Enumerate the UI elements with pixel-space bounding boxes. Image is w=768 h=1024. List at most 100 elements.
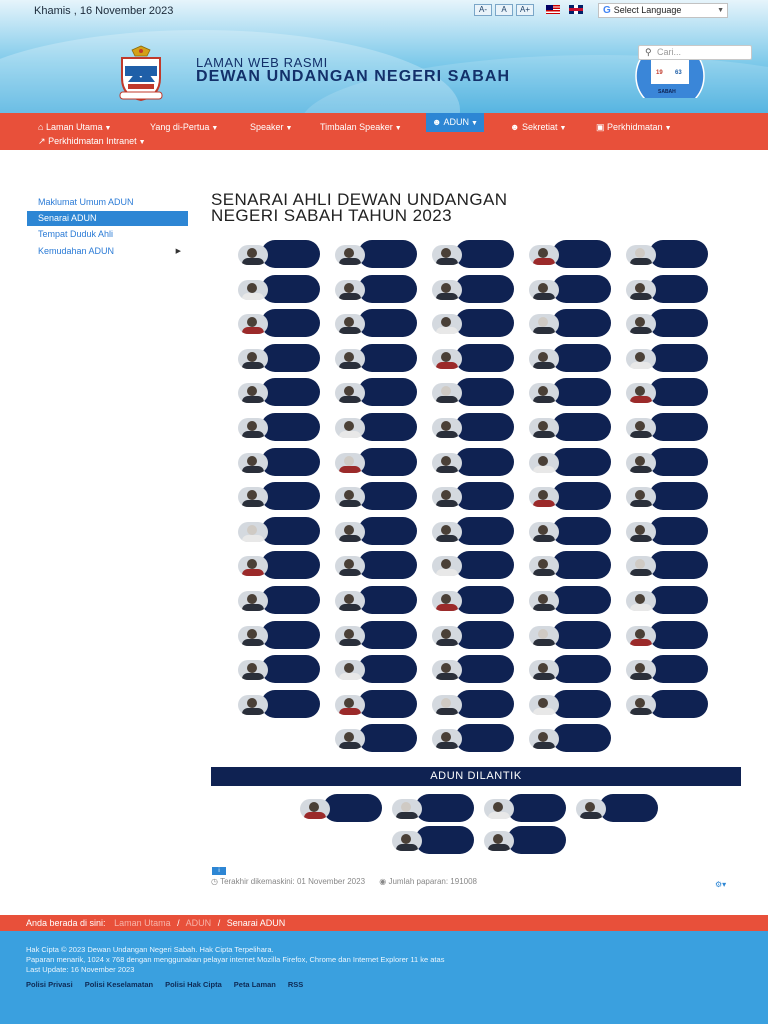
member-card[interactable] [432,274,516,303]
nav-sekretiat[interactable]: ☻ Sekretiat ▼ [510,118,566,136]
footer-link-rss[interactable]: RSS [287,980,304,989]
footer-link-privacy[interactable]: Polisi Privasi [26,980,73,989]
member-card[interactable] [432,689,516,718]
member-card[interactable] [432,620,516,649]
member-card[interactable] [335,586,419,614]
member-card[interactable] [432,240,516,268]
member-card[interactable] [335,274,419,303]
member-card[interactable] [626,309,710,338]
nav-speaker[interactable]: Speaker ▼ [250,118,292,136]
member-card[interactable] [238,516,322,545]
member-card[interactable] [529,724,613,753]
member-card[interactable] [300,794,384,822]
member-card[interactable] [335,240,419,268]
nav-perkhidmatan-intranet[interactable]: ↗ Perkhidmatan Intranet ▼ [38,132,146,150]
member-card[interactable] [238,551,322,580]
member-card[interactable] [238,343,322,372]
member-card[interactable] [432,516,516,545]
member-card[interactable] [238,689,322,718]
footer-link-copyright[interactable]: Polisi Hak Cipta [165,980,222,989]
member-card[interactable] [238,620,322,649]
member-card[interactable] [529,274,613,303]
member-card[interactable] [529,655,613,684]
member-card[interactable] [432,655,516,684]
member-card[interactable] [238,378,322,407]
member-card[interactable] [529,516,613,545]
member-card[interactable] [529,378,613,407]
dun-sabah-logo[interactable] [114,44,168,102]
member-card[interactable] [392,826,476,854]
nav-timbalan-speaker[interactable]: Timbalan Speaker ▼ [320,118,402,136]
sidebar-item-maklumat-umum[interactable]: Maklumat Umum ADUN [27,195,188,210]
member-card[interactable] [335,724,419,753]
gear-icon[interactable]: ⚙▾ [715,880,727,889]
member-card[interactable] [335,447,419,476]
member-card[interactable] [529,309,613,338]
member-card[interactable] [626,343,710,372]
member-card[interactable] [238,586,322,614]
site-title[interactable]: DEWAN UNDANGAN NEGERI SABAH [196,68,511,85]
member-card[interactable] [335,551,419,580]
member-card[interactable] [432,413,516,441]
footer-link-sitemap[interactable]: Peta Laman [233,980,276,989]
member-card[interactable] [626,413,710,441]
member-card[interactable] [335,516,419,545]
member-card[interactable] [432,551,516,580]
breadcrumb-item-adun[interactable]: ADUN [185,918,212,928]
member-card[interactable] [484,794,568,822]
member-card[interactable] [335,343,419,372]
member-card[interactable] [626,689,710,718]
member-card[interactable] [432,343,516,372]
member-card[interactable] [432,309,516,338]
member-card[interactable] [432,378,516,407]
language-select[interactable]: G Select Language ▼ [598,3,728,18]
member-card[interactable] [335,309,419,338]
font-increase-button[interactable]: A+ [516,4,534,16]
member-card[interactable] [432,586,516,614]
nav-yang-di-pertua[interactable]: Yang di-Pertua ▼ [150,118,218,136]
member-card[interactable] [335,413,419,441]
member-card[interactable] [238,655,322,684]
member-card[interactable] [238,482,322,511]
member-card[interactable] [626,620,710,649]
sidebar-item-tempat-duduk[interactable]: Tempat Duduk Ahli [27,227,188,242]
footer-link-security[interactable]: Polisi Keselamatan [84,980,154,989]
sidebar-item-kemudahan[interactable]: Kemudahan ADUN ▶ [27,244,188,259]
member-card[interactable] [529,413,613,441]
member-card[interactable] [626,516,710,545]
member-card[interactable] [335,655,419,684]
uk-flag-icon[interactable] [569,5,583,14]
member-card[interactable] [392,794,476,822]
member-card[interactable] [626,586,710,614]
member-card[interactable] [335,620,419,649]
member-card[interactable] [626,240,710,268]
member-card[interactable] [238,274,322,303]
member-card[interactable] [626,655,710,684]
member-card[interactable] [432,724,516,753]
font-decrease-button[interactable]: A- [474,4,492,16]
member-card[interactable] [626,551,710,580]
member-card[interactable] [238,309,322,338]
malaysia-flag-icon[interactable] [546,5,560,14]
info-icon[interactable]: i [212,867,226,875]
member-card[interactable] [576,794,660,822]
member-card[interactable] [529,586,613,614]
member-card[interactable] [238,413,322,441]
member-card[interactable] [484,826,568,854]
member-card[interactable] [335,378,419,407]
member-card[interactable] [529,689,613,718]
nav-perkhidmatan[interactable]: ▣ Perkhidmatan ▼ [596,118,672,136]
font-reset-button[interactable]: A [495,4,513,16]
nav-adun[interactable]: ☻ ADUN ▼ [426,113,484,132]
member-card[interactable] [626,274,710,303]
member-card[interactable] [529,551,613,580]
member-card[interactable] [432,482,516,511]
sidebar-item-senarai-adun[interactable]: Senarai ADUN [27,211,188,226]
member-card[interactable] [529,482,613,511]
member-card[interactable] [626,482,710,511]
nav-laman-utama[interactable]: ⌂ Laman Utama ▼ [38,118,111,136]
member-card[interactable] [626,378,710,407]
search-input[interactable]: ⚲ Cari... [638,45,752,60]
member-card[interactable] [335,689,419,718]
member-card[interactable] [238,240,322,268]
